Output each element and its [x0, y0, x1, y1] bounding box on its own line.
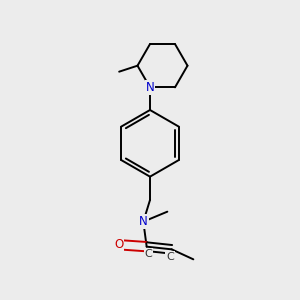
- Text: C: C: [166, 252, 174, 262]
- Text: C: C: [145, 249, 152, 259]
- Text: N: N: [146, 81, 154, 94]
- Text: N: N: [139, 215, 148, 228]
- Text: O: O: [114, 238, 123, 251]
